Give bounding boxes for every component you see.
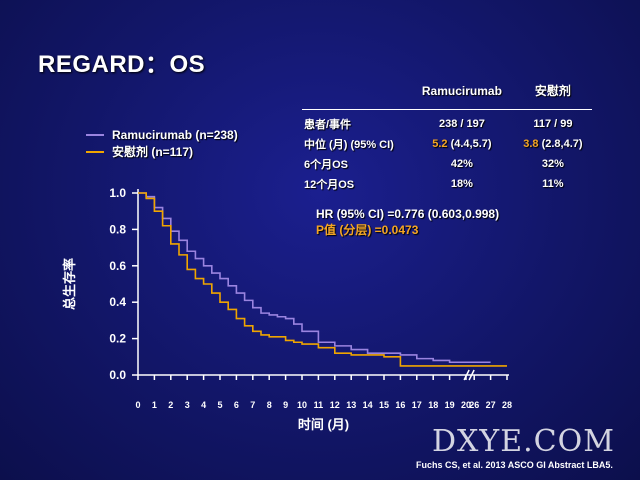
x-tick-label: 20 (461, 400, 471, 410)
table-header-row: Ramucirumab 安慰剂 (302, 80, 592, 110)
table-row: 12个月OS 18% 11% (302, 174, 592, 194)
row-label: 中位 (月) (95% CI) (304, 139, 394, 151)
x-tick-label: 17 (412, 400, 422, 410)
legend-item-placebo: 安慰剂 (n=117) (86, 143, 238, 160)
p-value-text: P值 (分层) =0.0473 (316, 223, 419, 237)
x-tick-label: 13 (346, 400, 356, 410)
y-axis-label: 总生存率 (62, 258, 77, 310)
legend-item-ramucirumab: Ramucirumab (n=238) (86, 126, 238, 143)
x-tick-label: 12 (330, 400, 340, 410)
y-tick-label: 1.0 (109, 186, 126, 200)
x-tick-label: 27 (486, 400, 496, 410)
summary-table: Ramucirumab 安慰剂 患者/事件 238 / 197 117 / 99… (302, 80, 592, 194)
axis-break-mark (468, 369, 475, 381)
placebo-survival-curve (138, 192, 507, 367)
x-tick-label: 5 (217, 400, 222, 410)
table-header-placebo: 安慰剂 (534, 84, 571, 98)
axis-break-mark (463, 369, 470, 381)
legend-swatch (86, 150, 104, 153)
legend-swatch (86, 133, 104, 136)
y-tick-label: 0.0 (109, 368, 126, 382)
table-row: 6个月OS 42% 32% (302, 154, 592, 174)
watermark: DXYE.COM (432, 424, 615, 459)
hr-text: HR (95% CI) =0.776 (0.603,0.998) (316, 207, 500, 221)
x-tick-label: 28 (502, 400, 512, 410)
citation: Fuchs CS, et al. 2013 ASCO GI Abstract L… (416, 460, 613, 470)
x-tick-label: 7 (250, 400, 255, 410)
x-tick-label: 2 (168, 400, 173, 410)
hr-annotation: HR (95% CI) =0.776 (0.603,0.998) P值 (分层)… (316, 206, 499, 238)
table-row: 中位 (月) (95% CI) 5.2 (4.4,5.7) 3.8 (2.8,4… (302, 134, 592, 154)
median-ci: (2.8,4.7) (538, 138, 583, 150)
x-tick-label: 9 (283, 400, 288, 410)
legend-label: Ramucirumab (n=238) (112, 127, 238, 142)
y-tick-label: 0.2 (109, 332, 126, 346)
x-tick-label: 3 (185, 400, 190, 410)
cell-placebo: 11% (542, 178, 564, 190)
median-value: 3.8 (523, 138, 539, 150)
x-tick-label: 0 (135, 400, 140, 410)
table-row: 患者/事件 238 / 197 117 / 99 (302, 109, 592, 134)
cell-ramucirumab: 5.2 (4.4,5.7) (410, 134, 514, 154)
ramucirumab-survival-curve (138, 192, 491, 364)
legend-label: 安慰剂 (n=117) (112, 145, 194, 159)
cell-ramucirumab: 238 / 197 (410, 109, 514, 134)
x-tick-label: 1 (152, 400, 157, 410)
x-tick-label: 18 (428, 400, 438, 410)
x-tick-label: 11 (314, 400, 324, 410)
cell-ramucirumab: 18% (450, 178, 473, 190)
x-tick-label: 8 (267, 400, 272, 410)
cell-ramucirumab: 42% (450, 158, 473, 170)
table-header-ramucirumab: Ramucirumab (421, 83, 502, 98)
x-tick-label: 19 (445, 400, 455, 410)
median-value: 5.2 (432, 138, 448, 150)
y-tick-label: 0.6 (109, 259, 126, 273)
cell-placebo: 32% (541, 158, 564, 170)
y-tick-label: 0.4 (109, 295, 126, 309)
x-tick-label: 4 (201, 400, 206, 410)
cell-placebo: 3.8 (2.8,4.7) (514, 134, 592, 154)
x-tick-label: 16 (395, 400, 405, 410)
median-ci: (4.4,5.7) (447, 138, 492, 150)
slide-title: REGARD：OS (38, 51, 206, 78)
x-tick-label: 26 (469, 400, 479, 410)
x-tick-label: 14 (363, 400, 373, 410)
row-label: 患者/事件 (302, 109, 410, 134)
x-axis-label: 时间 (月) (298, 417, 349, 432)
x-tick-label: 15 (379, 400, 389, 410)
cell-placebo: 117 / 99 (513, 109, 592, 134)
chart-legend: Ramucirumab (n=238) 安慰剂 (n=117) (86, 126, 238, 160)
x-tick-label: 6 (234, 400, 239, 410)
x-tick-label: 10 (297, 400, 307, 410)
y-tick-label: 0.8 (109, 222, 126, 236)
row-label: 12个月OS (304, 179, 355, 191)
row-label: 6个月OS (304, 159, 349, 171)
